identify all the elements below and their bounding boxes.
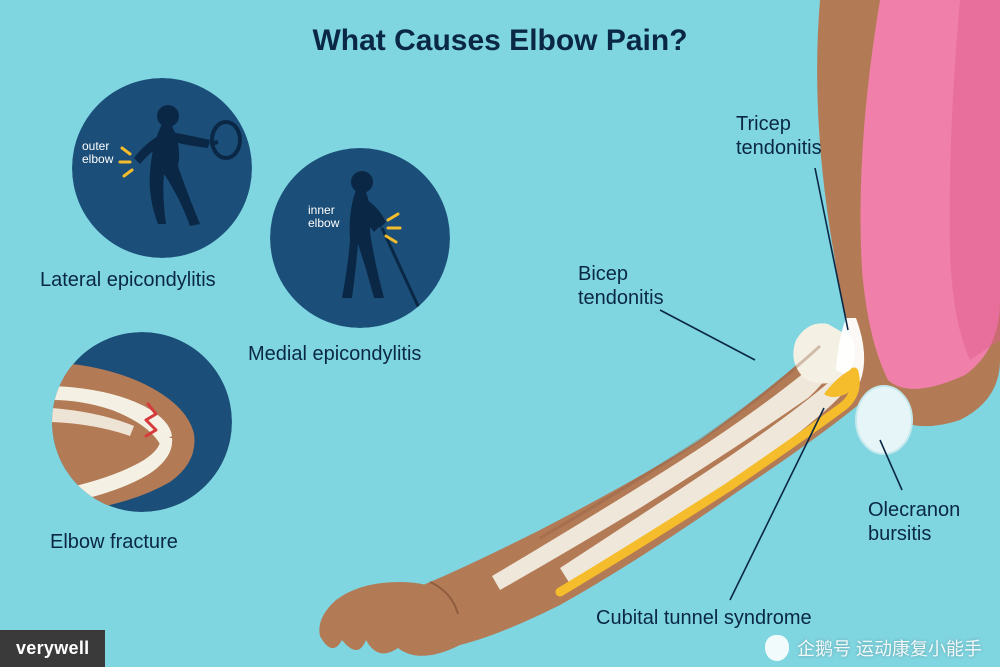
circle-lateral: outer elbow — [72, 78, 252, 258]
label-olecranon: Olecranon bursitis — [868, 498, 960, 546]
hand — [319, 582, 462, 656]
mini-label-inner-elbow: inner elbow — [308, 204, 339, 230]
source-watermark: 企鹅号 运动康复小能手 — [765, 635, 982, 661]
mini-label-outer-elbow: outer elbow — [82, 140, 113, 166]
brand-watermark: verywell — [0, 630, 105, 667]
circle-medial: inner elbow — [270, 148, 450, 328]
label-medial: Medial epicondylitis — [248, 342, 421, 366]
olecranon-bursa — [856, 386, 912, 454]
label-tricep: Tricep tendonitis — [736, 112, 822, 160]
circle-fracture — [52, 332, 232, 512]
label-bicep: Bicep tendonitis — [578, 262, 664, 310]
tricep-muscle-highlight — [950, 0, 1000, 360]
label-lateral: Lateral epicondylitis — [40, 268, 216, 292]
forearm-bone-2 — [560, 376, 848, 584]
leader-bicep — [660, 310, 755, 360]
label-cubital: Cubital tunnel syndrome — [596, 606, 812, 630]
label-fracture: Elbow fracture — [50, 530, 178, 554]
penguin-icon — [765, 635, 789, 661]
forearm-bones — [492, 356, 838, 590]
